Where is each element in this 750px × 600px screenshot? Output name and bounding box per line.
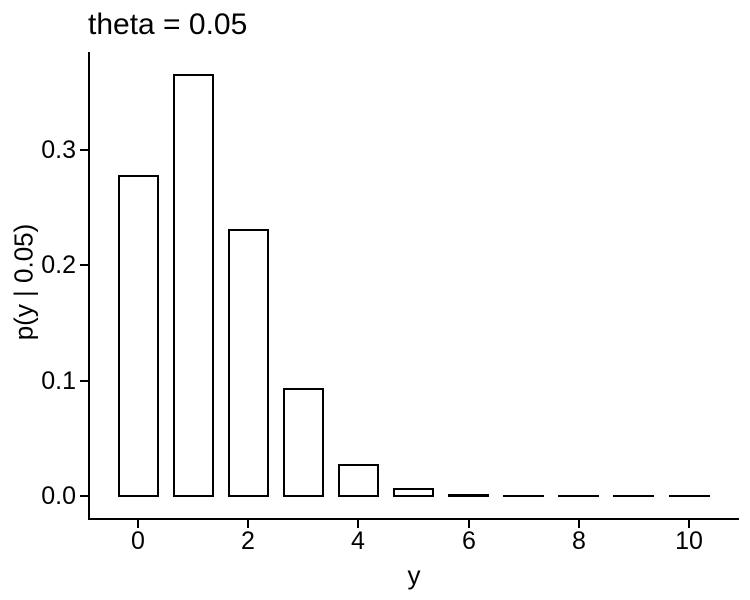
bar xyxy=(613,495,654,497)
x-axis-tick-label: 4 xyxy=(351,527,365,555)
y-axis-tick xyxy=(80,495,88,497)
bar xyxy=(503,495,544,497)
bar xyxy=(338,464,379,497)
x-axis-tick xyxy=(578,520,580,528)
y-axis-tick-label: 0.1 xyxy=(41,367,76,395)
x-axis-tick-label: 0 xyxy=(131,527,145,555)
bar xyxy=(669,495,710,497)
y-axis-tick-label: 0.3 xyxy=(41,136,76,164)
x-axis-tick xyxy=(247,520,249,528)
y-axis-tick-label: 0.0 xyxy=(41,482,76,510)
x-axis-tick-label: 2 xyxy=(241,527,255,555)
x-axis-tick-label: 10 xyxy=(675,527,703,555)
x-axis-tick xyxy=(468,520,470,528)
chart-title: theta = 0.05 xyxy=(88,8,248,41)
x-axis-tick xyxy=(688,520,690,528)
x-axis-tick xyxy=(357,520,359,528)
y-axis-title: p(y | 0.05) xyxy=(8,223,39,341)
bar xyxy=(228,229,269,497)
y-axis-tick xyxy=(80,149,88,151)
x-axis-title: y xyxy=(407,560,421,590)
bar xyxy=(173,74,214,497)
y-axis-line xyxy=(88,52,90,520)
bar xyxy=(448,494,489,497)
bar xyxy=(393,488,434,497)
x-axis-tick-label: 8 xyxy=(572,527,586,555)
x-axis-line xyxy=(88,518,739,520)
x-axis-tick xyxy=(137,520,139,528)
bar xyxy=(118,175,159,497)
y-axis-tick-label: 0.2 xyxy=(41,251,76,279)
y-axis-tick xyxy=(80,264,88,266)
bar xyxy=(283,388,324,497)
x-axis-tick-label: 6 xyxy=(462,527,476,555)
y-axis-tick xyxy=(80,380,88,382)
bar xyxy=(558,495,599,497)
